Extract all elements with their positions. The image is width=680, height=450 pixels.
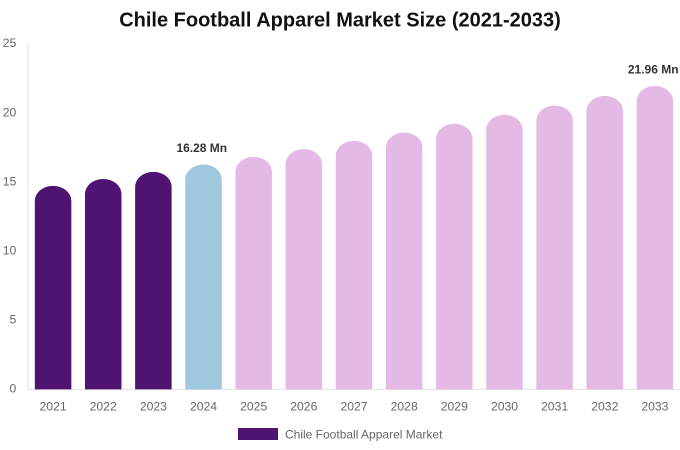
svg-text:15: 15 — [3, 174, 17, 188]
svg-text:16.28 Mn: 16.28 Mn — [176, 141, 227, 155]
svg-text:2024: 2024 — [190, 399, 217, 413]
svg-text:2021: 2021 — [40, 399, 67, 413]
svg-text:2027: 2027 — [340, 399, 367, 413]
svg-text:2031: 2031 — [541, 399, 568, 413]
svg-text:2023: 2023 — [140, 399, 167, 413]
svg-text:0: 0 — [10, 382, 17, 396]
svg-text:2025: 2025 — [240, 399, 267, 413]
svg-text:2026: 2026 — [290, 399, 317, 413]
svg-text:21.96 Mn: 21.96 Mn — [628, 63, 679, 77]
svg-text:10: 10 — [3, 243, 17, 257]
svg-text:2022: 2022 — [90, 399, 117, 413]
svg-text:Chile Football Apparel Market: Chile Football Apparel Market Size (2021… — [119, 9, 561, 31]
svg-text:2028: 2028 — [391, 399, 418, 413]
svg-text:2033: 2033 — [641, 399, 668, 413]
svg-text:2032: 2032 — [591, 399, 618, 413]
svg-text:2029: 2029 — [441, 399, 468, 413]
svg-text:2030: 2030 — [491, 399, 518, 413]
svg-text:5: 5 — [10, 313, 17, 327]
svg-text:25: 25 — [3, 36, 17, 50]
svg-text:20: 20 — [3, 105, 17, 119]
svg-text:Chile Football Apparel Market: Chile Football Apparel Market — [285, 427, 443, 441]
